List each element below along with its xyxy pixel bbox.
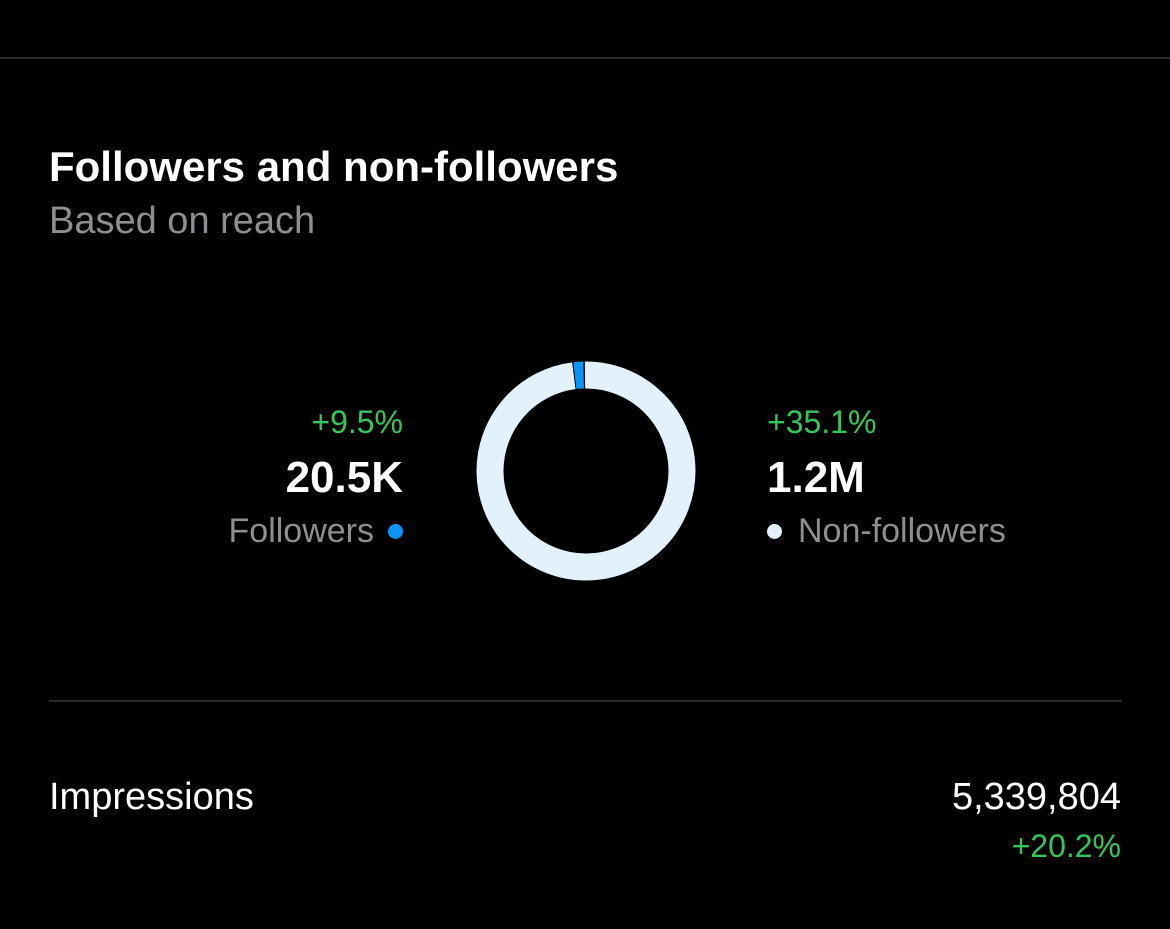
followers-delta: +9.5%	[311, 404, 403, 440]
non-followers-value: 1.2M	[767, 453, 865, 502]
top-divider	[0, 57, 1170, 59]
section-divider	[49, 700, 1122, 702]
followers-slice	[476, 361, 696, 581]
non-followers-slice	[476, 361, 696, 581]
section-title: Followers and non-followers	[49, 143, 619, 190]
non-followers-stat: +35.1% 1.2M Non-followers	[767, 406, 1006, 548]
followers-value: 20.5K	[285, 453, 403, 502]
non-followers-legend: Non-followers	[767, 514, 1006, 548]
impressions-delta: +20.2%	[1011, 828, 1121, 864]
followers-donut-chart	[475, 360, 697, 582]
non-followers-legend-dot	[767, 523, 782, 539]
followers-stat: +9.5% 20.5K Followers	[229, 406, 403, 548]
followers-label: Followers	[228, 512, 374, 550]
non-followers-label: Non-followers	[798, 512, 1006, 550]
section-subtitle: Based on reach	[49, 200, 316, 242]
followers-legend-dot	[388, 523, 403, 539]
impressions-label: Impressions	[49, 776, 254, 818]
donut-svg	[476, 361, 696, 581]
followers-legend: Followers	[229, 514, 403, 548]
non-followers-delta: +35.1%	[767, 404, 877, 440]
impressions-value: 5,339,804	[951, 776, 1121, 818]
